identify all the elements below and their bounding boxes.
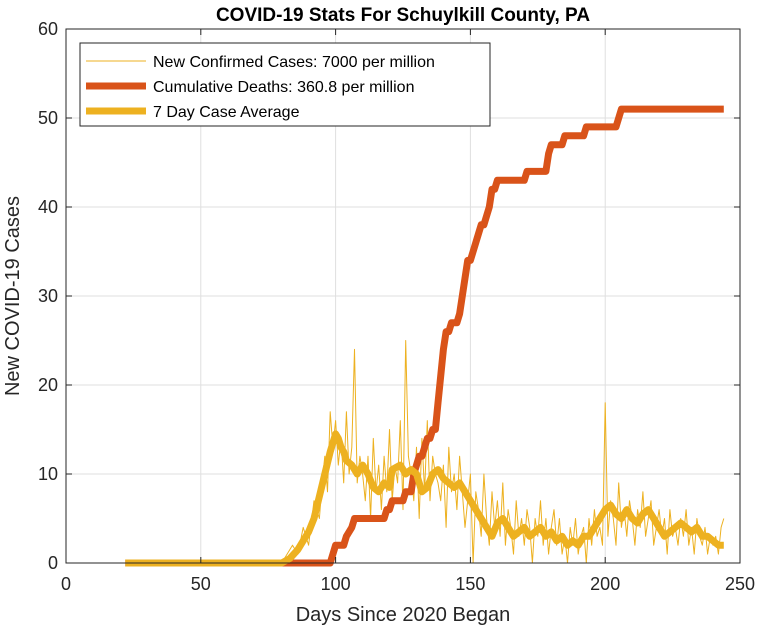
y-tick-label: 30	[38, 286, 58, 306]
y-tick-label: 60	[38, 19, 58, 39]
y-tick-label: 40	[38, 197, 58, 217]
legend-box	[79, 42, 491, 127]
y-tick-label: 50	[38, 108, 58, 128]
x-tick-label: 150	[455, 574, 485, 594]
y-tick-label: 10	[38, 464, 58, 484]
legend-label: New Confirmed Cases: 7000 per million	[153, 54, 435, 71]
y-tick-label: 20	[38, 375, 58, 395]
x-tick-label: 0	[61, 574, 71, 594]
y-tick-label: 0	[48, 553, 58, 573]
x-axis-title: Days Since 2020 Began	[296, 604, 511, 626]
x-tick-label: 200	[590, 574, 620, 594]
chart-title: COVID-19 Stats For Schuylkill County, PA	[216, 5, 590, 26]
y-axis-title: New COVID-19 Cases	[2, 196, 24, 396]
series-line-2	[125, 430, 724, 567]
legend-label: 7 Day Case Average	[153, 104, 300, 121]
legend: New Confirmed Cases: 7000 per million Cum…	[79, 42, 491, 127]
x-tick-label: 50	[191, 574, 211, 594]
axis-ticks: 0 50 100 150 200 250 0 10 20 30 40 50 60	[38, 19, 755, 594]
x-tick-label: 100	[321, 574, 351, 594]
legend-label: Cumulative Deaths: 360.8 per million	[153, 79, 414, 96]
x-tick-label: 250	[725, 574, 755, 594]
series-line-1	[125, 105, 724, 567]
series-layer	[125, 105, 725, 567]
